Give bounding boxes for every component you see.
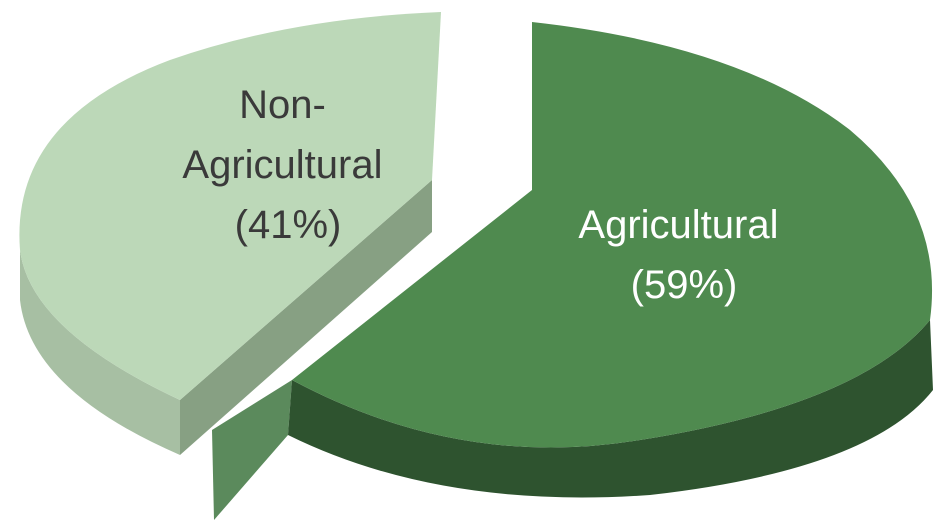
label-non-agricultural: Non- Agricultural (41%) (182, 83, 393, 247)
label-agricultural-line-1: Agricultural (578, 203, 778, 247)
label-non-agricultural-line-2: Agricultural (182, 143, 382, 187)
slice-non-agricultural-side-cut (180, 180, 432, 455)
label-non-agricultural-line-1: Non- (239, 83, 326, 127)
slice-non-agricultural-top (19, 12, 441, 400)
slice-agricultural-side-outer (288, 320, 933, 498)
slice-agricultural (212, 22, 933, 520)
slice-non-agricultural-side-outer (20, 250, 180, 455)
slice-non-agricultural (19, 12, 441, 455)
label-agricultural-line-2: (59%) (631, 263, 738, 307)
label-non-agricultural-line-3: (41%) (235, 203, 342, 247)
label-agricultural: Agricultural (59%) (578, 203, 789, 307)
slice-agricultural-side-cut (212, 380, 292, 520)
slice-agricultural-top (292, 22, 933, 448)
